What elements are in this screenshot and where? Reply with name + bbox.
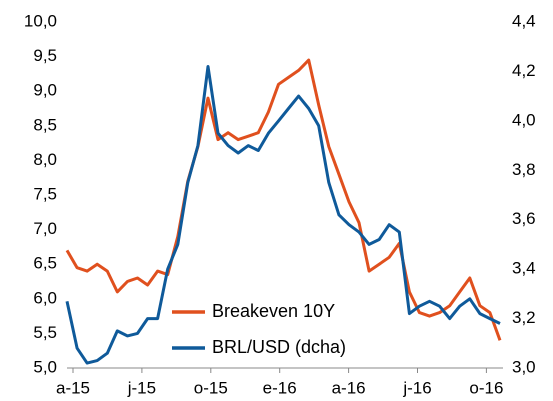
y2-tick-label: 3,2: [512, 308, 536, 327]
y-tick-label: 6,0: [33, 288, 57, 307]
y2-tick-label: 3,4: [512, 259, 536, 278]
x-tick-label: j-16: [402, 378, 431, 397]
y-tick-label: 7,5: [33, 184, 57, 203]
y-tick-label: 8,0: [33, 150, 57, 169]
y2-tick-label: 4,2: [512, 61, 536, 80]
x-tick-label: o-15: [194, 378, 228, 397]
x-tick-label: j-15: [127, 378, 156, 397]
y-tick-label: 9,0: [33, 81, 57, 100]
x-tick-label: e-16: [263, 378, 297, 397]
y2-tick-label: 3,0: [512, 357, 536, 376]
x-tick-label: a-15: [56, 378, 90, 397]
y-tick-label: 7,0: [33, 219, 57, 238]
y-tick-label: 8,5: [33, 115, 57, 134]
legend-label: Breakeven 10Y: [212, 301, 335, 321]
y2-tick-label: 4,0: [512, 110, 536, 129]
y-tick-label: 6,5: [33, 254, 57, 273]
legend-label: BRL/USD (dcha): [212, 337, 346, 357]
y2-tick-label: 4,4: [512, 11, 536, 30]
y-tick-label: 5,5: [33, 323, 57, 342]
series-line: [65, 65, 501, 365]
series-line: [65, 58, 502, 341]
x-tick-label: o-16: [469, 378, 503, 397]
y-tick-label: 10,0: [24, 11, 57, 30]
y-tick-label: 9,5: [33, 46, 57, 65]
y-tick-label: 5,0: [33, 357, 57, 376]
y2-tick-label: 3,6: [512, 209, 536, 228]
x-tick-label: a-16: [332, 378, 366, 397]
y2-tick-label: 3,8: [512, 160, 536, 179]
